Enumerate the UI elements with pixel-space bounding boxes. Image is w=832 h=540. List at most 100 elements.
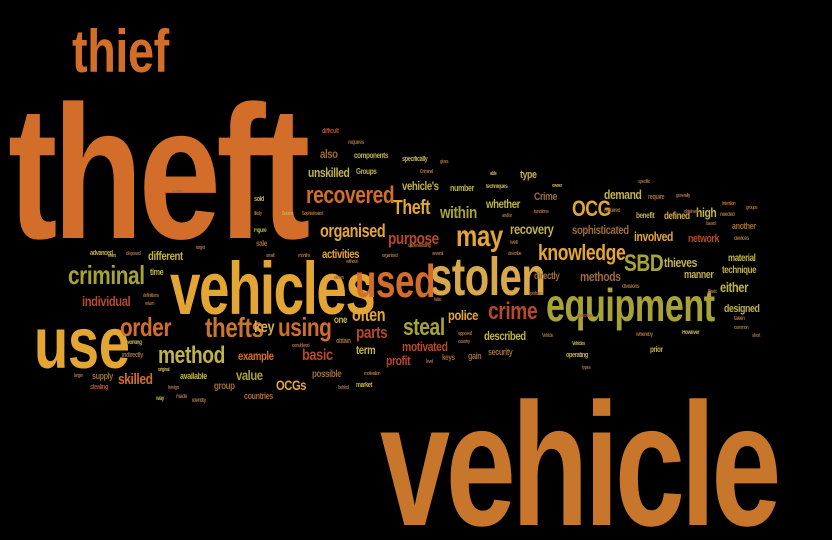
word-thefts: thefts [205, 312, 264, 343]
word-may: may [456, 220, 503, 253]
word-level: level [426, 359, 433, 365]
word-unskilled: unskilled [308, 165, 350, 180]
word-ocgs: OCGs [276, 377, 307, 393]
word-short: short [752, 333, 760, 339]
word-skilled: skilled [118, 371, 153, 388]
word-keys: keys [442, 353, 455, 362]
word-motivation: motivation [364, 371, 381, 377]
word-often: often [352, 305, 386, 325]
word-opposed: opposed [458, 331, 472, 337]
word-use: use [34, 304, 130, 384]
word-operating: operating [566, 352, 588, 359]
word-supply: supply [92, 371, 113, 381]
word-method: method [158, 342, 225, 369]
word-owner: owner [552, 183, 562, 189]
word-sophisticated: sophisticated [572, 223, 629, 237]
word-number: number [450, 183, 475, 193]
word-gives: gives [440, 159, 449, 165]
word-recovery: recovery [510, 221, 554, 237]
word-understanding: understanding [408, 243, 431, 249]
word-required: required [604, 208, 621, 214]
word-high: high [696, 205, 717, 220]
word-basic: basic [302, 347, 333, 364]
word-group: group [214, 381, 235, 392]
word-stolen: stolen [430, 247, 546, 307]
word-basic-cap: Basic [708, 289, 717, 295]
word-definitions: definitions [143, 293, 159, 299]
word-and-or: and/or [502, 213, 512, 219]
word-require: require [648, 194, 665, 201]
word-criminal: criminal [68, 260, 145, 290]
word-groups: Groups [356, 167, 377, 176]
word-term: term [356, 343, 376, 357]
word-foreign: foreign [168, 385, 179, 391]
word-figure: Figure [254, 228, 267, 234]
word-original: original [158, 367, 170, 373]
word-value: value [236, 367, 263, 383]
word-return: return [145, 301, 155, 307]
word-example: example [238, 349, 274, 363]
word-crime: crime [488, 298, 538, 325]
word-different: different [148, 249, 183, 263]
word-thief: thief [72, 18, 169, 85]
word-available: available [180, 371, 207, 381]
word-either: either [720, 279, 749, 295]
word-theft-cap: Theft [393, 197, 431, 219]
word-thieves: thieves [664, 255, 698, 270]
word-sale: sale [256, 239, 267, 248]
word-within: within [440, 203, 477, 222]
word-profit: profit [386, 353, 411, 368]
word-others: others [334, 275, 344, 281]
word-organised: organised [320, 221, 386, 241]
word-describe: describe [508, 251, 522, 257]
word-individual: individual [82, 293, 131, 309]
word-groups-small: groups [746, 205, 758, 211]
word-sophisticated-cap: Sophisticated [302, 211, 324, 217]
word-vehicle: vehicle [380, 368, 781, 540]
word-involved: involved [634, 229, 673, 244]
word-perform: perform [530, 291, 543, 297]
word-way: way [156, 396, 164, 402]
word-police: police [448, 307, 478, 323]
word-vehicles-cap: Vehicles [572, 341, 585, 347]
word-technique: technique [722, 265, 757, 276]
word-crime-cap: Crime [534, 191, 557, 203]
word-methods: methods [580, 269, 621, 284]
word-functions: functions [534, 209, 549, 215]
word-source: Source [282, 211, 294, 217]
word-recovered: recovered [306, 182, 395, 209]
word-knowledge: knowledge [538, 240, 626, 265]
word-also: also [320, 147, 338, 161]
word-target: target [196, 245, 205, 251]
word-countries: countries [244, 391, 273, 401]
word-likely: likely [254, 211, 262, 217]
word-indirectly: indirectly [122, 352, 143, 359]
word-described: described [484, 329, 526, 343]
word-criminal-cap: Criminal [420, 169, 433, 175]
word-difficult: difficult [322, 128, 339, 135]
word-behind: behind [338, 385, 349, 391]
word-benefit: benefit [636, 211, 655, 220]
word-requires: requires [348, 140, 364, 146]
word-access: access [172, 189, 183, 195]
word-steal: steal [403, 314, 445, 341]
word-one: one [334, 315, 348, 326]
word-sold: sold [254, 196, 264, 203]
word-demand: demand [604, 187, 642, 202]
word-time: time [150, 267, 164, 277]
word-parts: parts [356, 323, 388, 342]
word-prior: prior [650, 345, 663, 354]
word-sbd: SBD [624, 250, 664, 277]
word-able: able [490, 171, 497, 177]
word-without: without [346, 259, 358, 265]
word-material: material [728, 253, 756, 264]
word-order: order [120, 312, 172, 342]
word-needed: needed [720, 212, 735, 218]
word-vehicles-poss: vehicle's [402, 179, 439, 193]
word-possible: possible [312, 369, 342, 380]
word-gain: gain [468, 351, 482, 361]
word-well: well [510, 240, 518, 246]
word-common: common [734, 325, 749, 331]
word-motivated: motivated [402, 339, 448, 354]
